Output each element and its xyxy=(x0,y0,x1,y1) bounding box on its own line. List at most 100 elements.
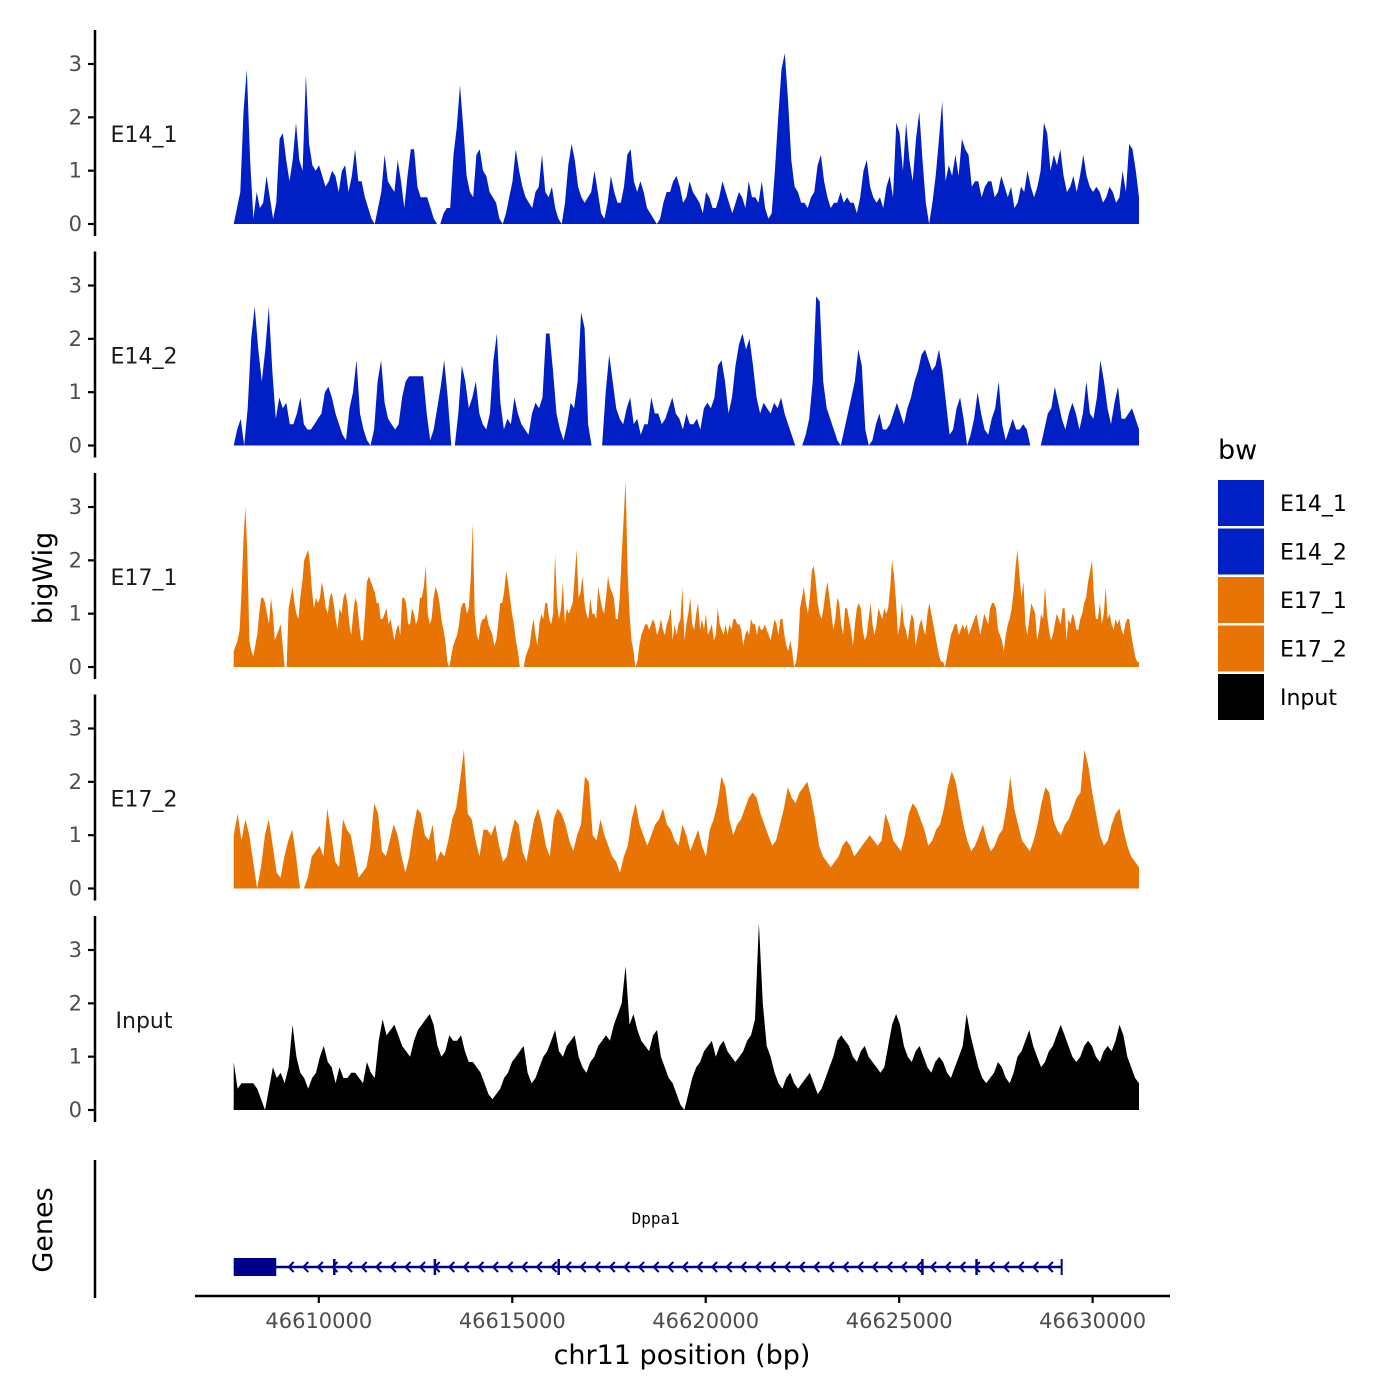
strand-arrow xyxy=(360,1261,368,1273)
track-label: E14_1 xyxy=(111,123,178,148)
legend-label: E14_2 xyxy=(1280,541,1347,566)
strand-arrow xyxy=(652,1261,660,1273)
legend-item-e17-2: E17_2 xyxy=(1218,625,1347,672)
track-e14-2: 0 1 2 3 E14_2 xyxy=(69,251,1139,458)
legend-label: E14_1 xyxy=(1280,492,1347,517)
y-tick-label: 1 xyxy=(69,823,82,847)
legend-label: E17_2 xyxy=(1280,638,1347,663)
strand-arrow xyxy=(812,1261,820,1273)
strand-arrow xyxy=(316,1261,324,1273)
signal-tracks: 0 1 2 3 E14_1 0 1 2 3 E14_2 0 1 2 3 E17_1 0 1 2 3 E17_2 0 1 2 3… xyxy=(69,30,1139,1122)
strand-arrow xyxy=(579,1261,587,1273)
y-tick-label: 0 xyxy=(69,1098,82,1122)
gene-dppa1: Dppa1 xyxy=(233,1209,1063,1276)
strand-arrow xyxy=(1017,1261,1025,1273)
strand-arrow xyxy=(462,1261,470,1273)
y-tick-label: 0 xyxy=(69,877,82,901)
strand-arrow xyxy=(988,1261,996,1273)
strand-arrow xyxy=(345,1261,353,1273)
signal-area-e14-2 xyxy=(233,296,1139,446)
legend-title: bw xyxy=(1218,435,1257,466)
genes-panel: Dppa1 xyxy=(93,1160,1063,1298)
legend-swatch xyxy=(1218,528,1264,575)
strand-arrow xyxy=(798,1261,806,1273)
y-tick-label: 3 xyxy=(69,52,82,76)
strand-arrow xyxy=(739,1261,747,1273)
track-label: E17_2 xyxy=(111,788,178,813)
strand-arrow xyxy=(1046,1261,1054,1273)
legend: bw E14_1 E14_2 E17_1 E17_2 Input xyxy=(1218,435,1347,720)
x-axis-title: chr11 position (bp) xyxy=(554,1340,811,1371)
strand-arrow xyxy=(404,1261,412,1273)
y-tick-label: 0 xyxy=(69,212,82,236)
x-tick-label: 46630000 xyxy=(1039,1309,1146,1333)
x-tick-label: 46610000 xyxy=(265,1309,372,1333)
y-tick-label: 2 xyxy=(69,991,82,1015)
legend-swatch xyxy=(1218,625,1264,672)
strand-arrow xyxy=(754,1261,762,1273)
strand-arrows xyxy=(287,1261,1054,1273)
strand-arrow xyxy=(374,1261,382,1273)
x-tick-label: 46620000 xyxy=(652,1309,759,1333)
strand-arrow xyxy=(710,1261,718,1273)
strand-arrow xyxy=(637,1261,645,1273)
strand-arrow xyxy=(593,1261,601,1273)
legend-item-e14-1: E14_1 xyxy=(1218,480,1347,526)
legend-item-e17-1: E17_1 xyxy=(1218,577,1347,623)
strand-arrow xyxy=(900,1261,908,1273)
y-tick-label: 1 xyxy=(69,380,82,404)
y-tick-label: 3 xyxy=(69,717,82,741)
strand-arrow xyxy=(1002,1261,1010,1273)
y-tick-label: 0 xyxy=(69,434,82,458)
y-tick-label: 3 xyxy=(69,938,82,962)
strand-arrow xyxy=(885,1261,893,1273)
signal-area-e17-1 xyxy=(233,480,1139,667)
strand-arrow xyxy=(447,1261,455,1273)
signal-area-input xyxy=(233,923,1139,1110)
strand-arrow xyxy=(491,1261,499,1273)
y-tick-label: 1 xyxy=(69,159,82,183)
strand-arrow xyxy=(783,1261,791,1273)
track-label: Input xyxy=(116,1009,173,1034)
strand-arrow xyxy=(696,1261,704,1273)
strand-arrow xyxy=(958,1261,966,1273)
legend-swatch xyxy=(1218,577,1264,623)
strand-arrow xyxy=(418,1261,426,1273)
gene-label: Dppa1 xyxy=(632,1209,680,1228)
strand-arrow xyxy=(944,1261,952,1273)
y-tick-label: 3 xyxy=(69,495,82,519)
x-tick-label: 46615000 xyxy=(459,1309,566,1333)
signal-area-e14-1 xyxy=(233,53,1139,224)
strand-arrow xyxy=(725,1261,733,1273)
y-tick-label: 2 xyxy=(69,770,82,794)
strand-arrow xyxy=(929,1261,937,1273)
track-label: E14_2 xyxy=(111,345,178,370)
y-tick-label: 1 xyxy=(69,602,82,626)
y-tick-label: 1 xyxy=(69,1045,82,1069)
y-tick-label: 3 xyxy=(69,274,82,298)
legend-label: Input xyxy=(1280,686,1337,711)
strand-arrow xyxy=(827,1261,835,1273)
legend-item-e14-2: E14_2 xyxy=(1218,528,1347,575)
strand-arrow xyxy=(973,1261,981,1273)
track-label: E17_1 xyxy=(111,566,178,591)
x-axis: 46610000 46615000 46620000 46625000 46630000 xyxy=(195,1294,1170,1333)
strand-arrow xyxy=(623,1261,631,1273)
track-e14-1: 0 1 2 3 E14_1 xyxy=(69,30,1139,236)
genes-axis-title: Genes xyxy=(28,1187,59,1272)
track-e17-1: 0 1 2 3 E17_1 xyxy=(69,473,1139,679)
strand-arrow xyxy=(564,1261,572,1273)
y-axis-title: bigWig xyxy=(28,532,59,625)
strand-arrow xyxy=(681,1261,689,1273)
strand-arrow xyxy=(769,1261,777,1273)
strand-arrow xyxy=(842,1261,850,1273)
strand-arrow xyxy=(331,1261,339,1273)
strand-arrow xyxy=(871,1261,879,1273)
signal-area-e17-2 xyxy=(233,749,1139,889)
strand-arrow xyxy=(915,1261,923,1273)
strand-arrow xyxy=(389,1261,397,1273)
strand-arrow xyxy=(666,1261,674,1273)
y-tick-label: 0 xyxy=(69,655,82,679)
legend-swatch xyxy=(1218,674,1264,720)
